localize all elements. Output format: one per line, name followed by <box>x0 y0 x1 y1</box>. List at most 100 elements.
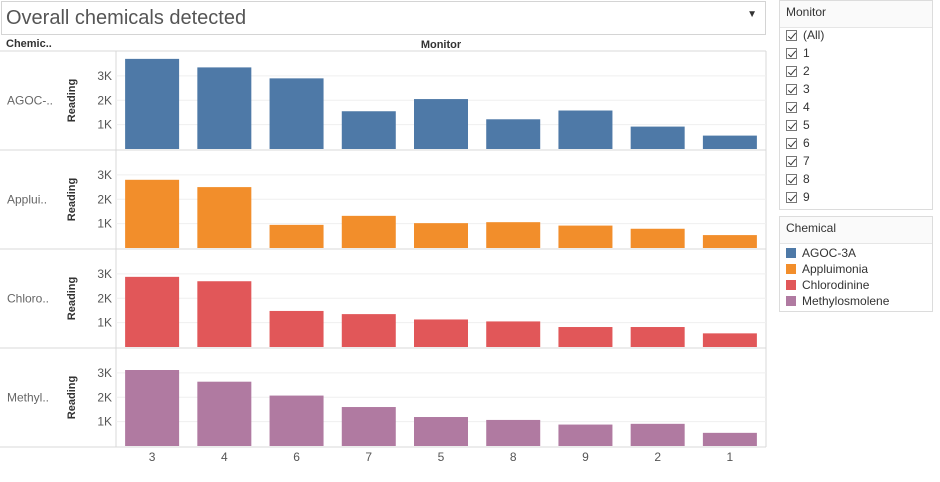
y-tick-label: 1K <box>97 118 112 132</box>
bar <box>414 223 468 248</box>
monitor-filter-item[interactable]: 5 <box>786 116 810 134</box>
bar <box>558 424 613 446</box>
monitor-filter-item[interactable]: 6 <box>786 134 810 152</box>
row-label: AGOC-.. <box>7 94 53 108</box>
row-label: Chloro.. <box>7 292 49 306</box>
y-tick-label: 1K <box>97 415 112 429</box>
checkbox-checked-icon[interactable] <box>786 173 797 185</box>
y-axis-title: Reading <box>66 178 78 221</box>
legend-item[interactable]: Appluimonia <box>786 261 868 277</box>
checkbox-checked-icon[interactable] <box>786 137 797 149</box>
y-tick-label: 2K <box>97 291 112 305</box>
bar <box>197 187 252 248</box>
bar <box>341 111 396 149</box>
checkbox-checked-icon[interactable] <box>786 191 797 203</box>
y-tick-label: 2K <box>97 390 112 404</box>
bar <box>269 224 324 248</box>
monitor-filter-label: 4 <box>803 100 810 114</box>
monitor-filter-item[interactable]: 7 <box>786 152 810 170</box>
bar <box>630 126 685 149</box>
y-tick-label: 3K <box>97 69 112 83</box>
x-tick-label: 5 <box>438 450 445 464</box>
bar <box>630 327 685 347</box>
monitor-filter-item[interactable]: 1 <box>786 44 810 62</box>
right-panel: Monitor (All) 1 2 3 4 5 6 7 8 9 Chemical AGOC-3A A… <box>777 0 940 477</box>
monitor-filter-label: 1 <box>803 46 810 60</box>
checkbox-checked-icon[interactable] <box>786 65 797 77</box>
x-tick-label: 7 <box>365 450 372 464</box>
y-tick-label: 1K <box>97 217 112 231</box>
monitor-filter-item[interactable]: 9 <box>786 188 810 206</box>
checkbox-checked-icon[interactable] <box>786 47 797 59</box>
monitor-filter-label: 8 <box>803 172 810 186</box>
bar <box>269 395 324 446</box>
bar <box>486 419 541 446</box>
bar <box>558 327 613 347</box>
y-tick-label: 3K <box>97 366 112 380</box>
bar <box>414 319 468 347</box>
bar <box>558 225 613 248</box>
checkbox-checked-icon[interactable] <box>786 119 797 131</box>
monitor-filter-item[interactable]: 2 <box>786 62 810 80</box>
bar <box>630 423 685 446</box>
chevron-down-icon[interactable]: ▼ <box>747 9 757 20</box>
y-axis-title: Reading <box>66 79 78 122</box>
y-tick-label: 2K <box>97 192 112 206</box>
monitor-filter-item[interactable]: 3 <box>786 80 810 98</box>
bar <box>702 333 757 347</box>
row-label: Methyl.. <box>7 391 49 405</box>
bar <box>341 407 396 446</box>
chemical-legend-title: Chemical <box>780 217 932 244</box>
monitor-filter-label: (All) <box>803 28 825 42</box>
checkbox-checked-icon[interactable] <box>786 155 797 167</box>
x-tick-label: 2 <box>654 450 661 464</box>
legend-swatch <box>786 280 796 290</box>
x-tick-label: 1 <box>727 450 734 464</box>
legend-swatch <box>786 264 796 274</box>
y-axis-title: Reading <box>66 376 78 419</box>
x-axis-title: Monitor <box>421 39 462 51</box>
y-tick-label: 3K <box>97 168 112 182</box>
monitor-filter-title: Monitor <box>780 1 932 28</box>
x-tick-label: 9 <box>582 450 589 464</box>
chemical-legend-card: Chemical AGOC-3A Appluimonia Chlorodinine M… <box>779 216 933 312</box>
monitor-filter-label: 3 <box>803 82 810 96</box>
bar <box>414 417 468 446</box>
checkbox-checked-icon[interactable] <box>786 83 797 95</box>
bar <box>702 235 757 248</box>
view-title: Overall chemicals detected <box>6 7 247 29</box>
bar <box>414 99 468 149</box>
legend-label: Appluimonia <box>802 262 869 276</box>
monitor-filter-item[interactable]: (All) <box>786 26 824 44</box>
bar-chart: Chemic.. Monitor AGOC-.. Reading 1K 2K 3K Applu… <box>0 38 767 464</box>
bar <box>125 179 180 248</box>
bar <box>341 314 396 347</box>
legend-swatch <box>786 248 796 258</box>
legend-item[interactable]: AGOC-3A <box>786 245 856 261</box>
bar <box>269 310 324 347</box>
x-tick-label: 8 <box>510 450 517 464</box>
y-axis-title: Reading <box>66 277 78 320</box>
bar <box>197 381 252 446</box>
checkbox-checked-icon[interactable] <box>786 101 797 113</box>
bar <box>341 215 396 248</box>
bar <box>125 58 180 149</box>
legend-item[interactable]: Chlorodinine <box>786 277 869 293</box>
view-title-dropdown[interactable]: Overall chemicals detected ▼ <box>1 1 766 35</box>
y-tick-label: 3K <box>97 267 112 281</box>
bar <box>630 228 685 248</box>
checkbox-checked-icon[interactable] <box>786 29 797 41</box>
legend-item[interactable]: Methylosmolene <box>786 293 889 309</box>
monitor-filter-label: 5 <box>803 118 810 132</box>
monitor-filter-item[interactable]: 8 <box>786 170 810 188</box>
row-label: Applui.. <box>7 193 47 207</box>
x-tick-label: 3 <box>149 450 156 464</box>
y-tick-label: 2K <box>97 93 112 107</box>
bar <box>486 222 541 248</box>
monitor-filter-label: 7 <box>803 154 810 168</box>
legend-label: Chlorodinine <box>802 278 870 292</box>
legend-swatch <box>786 296 796 306</box>
legend-label: Methylosmolene <box>802 294 890 308</box>
bar <box>486 119 541 149</box>
monitor-filter-item[interactable]: 4 <box>786 98 810 116</box>
